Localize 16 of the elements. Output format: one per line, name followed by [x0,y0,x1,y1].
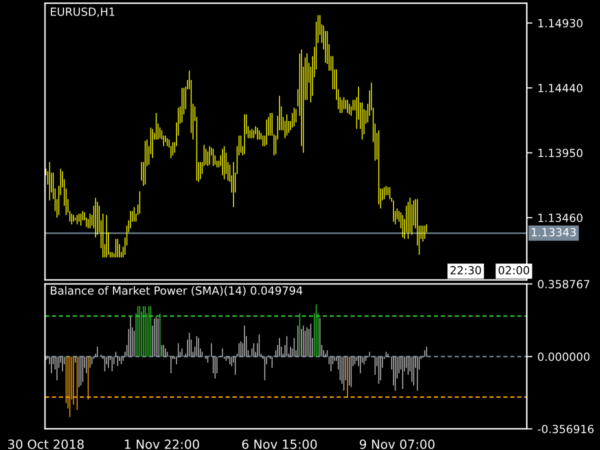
annotation: 02:00 [498,266,530,274]
y-tick-label: 1.14930 [538,18,582,28]
ref-line-label: 1.13343 [532,228,576,236]
y-tick-label: 0.358767 [538,280,590,288]
chart-title: EURUSD,H1 [50,7,114,18]
x-tick-label: 30 Oct 2018 [8,439,84,449]
y-tick-label: 1.13950 [538,148,582,158]
y-tick-label: 1.14440 [538,84,582,92]
x-tick-label: 1 Nov 22:00 [124,439,200,449]
x-tick-label: 6 Nov 15:00 [242,439,317,449]
y-tick-label: 0.000000 [538,352,590,361]
y-tick-label: 1.13460 [538,214,582,222]
y-tick-label: -0.356916 [538,424,594,434]
annotation: 22:30 [450,266,481,274]
chart-title: Balance of Market Power (SMA)(14) 0.049794 [50,286,302,296]
x-tick-label: 9 Nov 07:00 [360,439,434,449]
